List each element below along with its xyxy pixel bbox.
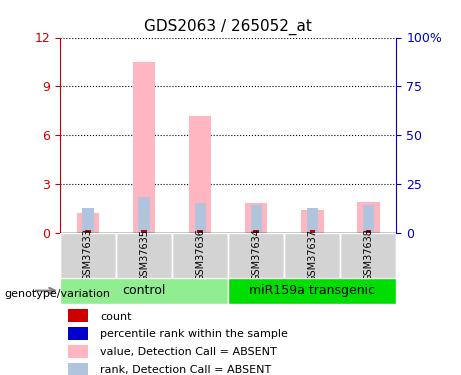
Bar [141, 230, 147, 232]
FancyBboxPatch shape [228, 232, 284, 278]
Bar [68, 363, 88, 375]
Bar [77, 213, 99, 232]
Bar [83, 208, 94, 232]
Text: value, Detection Call = ABSENT: value, Detection Call = ABSENT [100, 347, 277, 357]
Bar [85, 230, 91, 232]
Text: GSM37636: GSM37636 [195, 228, 205, 281]
Bar [189, 116, 211, 232]
Bar [357, 202, 379, 232]
Bar [138, 197, 150, 232]
Bar [195, 203, 206, 232]
Bar [301, 210, 324, 232]
Bar [309, 230, 315, 232]
Text: GSM37637: GSM37637 [307, 228, 317, 282]
Bar [254, 230, 259, 232]
FancyBboxPatch shape [340, 232, 396, 278]
Text: rank, Detection Call = ABSENT: rank, Detection Call = ABSENT [100, 365, 271, 375]
Bar [307, 208, 318, 232]
Bar [68, 327, 88, 340]
Bar [68, 345, 88, 358]
Bar [366, 230, 371, 232]
FancyBboxPatch shape [172, 232, 228, 278]
Bar [133, 62, 155, 232]
Text: control: control [122, 284, 166, 297]
FancyBboxPatch shape [284, 232, 340, 278]
Bar [245, 203, 267, 232]
Text: GSM37633: GSM37633 [83, 228, 93, 281]
Text: genotype/variation: genotype/variation [5, 290, 111, 299]
FancyBboxPatch shape [60, 232, 116, 278]
Text: percentile rank within the sample: percentile rank within the sample [100, 329, 288, 339]
FancyBboxPatch shape [116, 232, 172, 278]
Bar [68, 309, 88, 322]
Bar [197, 230, 203, 232]
Text: GSM37635: GSM37635 [139, 228, 149, 282]
Title: GDS2063 / 265052_at: GDS2063 / 265052_at [144, 18, 312, 35]
Text: count: count [100, 312, 131, 322]
Bar [363, 205, 374, 232]
FancyBboxPatch shape [60, 278, 228, 304]
Text: GSM37634: GSM37634 [251, 228, 261, 281]
Bar [251, 205, 262, 232]
FancyBboxPatch shape [228, 278, 396, 304]
Text: miR159a transgenic: miR159a transgenic [249, 284, 375, 297]
Text: GSM37638: GSM37638 [363, 228, 373, 281]
